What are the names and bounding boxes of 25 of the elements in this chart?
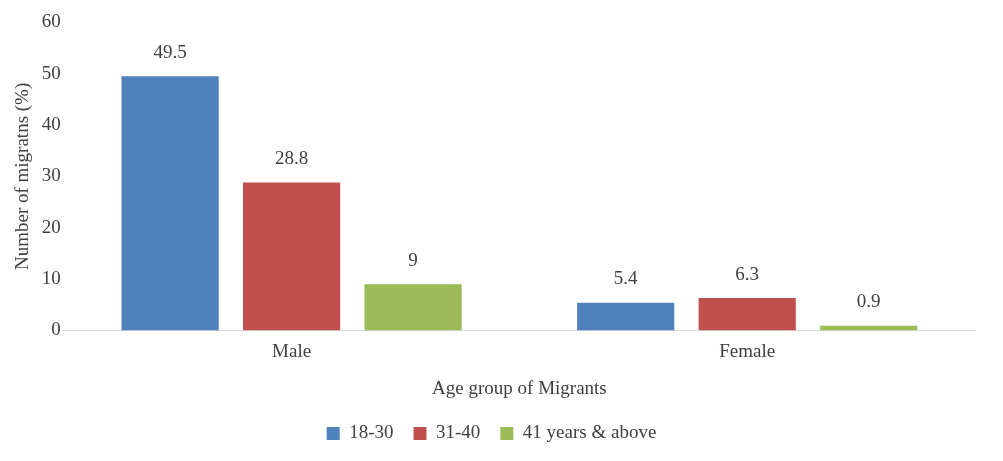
bar <box>243 182 341 331</box>
x-tick-label: Male <box>272 339 312 361</box>
bar <box>121 76 219 331</box>
bar <box>698 298 796 331</box>
legend-label: 18-30 <box>349 421 394 443</box>
x-tick-label: Female <box>719 339 776 361</box>
data-label: 9 <box>408 248 418 270</box>
x-axis-title: Age group of Migrants <box>432 376 607 398</box>
y-tick-label: 20 <box>41 215 61 237</box>
data-label: 28.8 <box>274 147 309 169</box>
y-tick-label: 10 <box>41 267 61 289</box>
y-tick-label: 0 <box>51 318 61 340</box>
legend-label: 41 years & above <box>522 421 657 443</box>
data-label: 0.9 <box>856 290 881 312</box>
data-label: 49.5 <box>153 40 187 62</box>
bar <box>577 302 675 331</box>
data-label: 5.4 <box>613 267 639 289</box>
y-tick-label: 50 <box>41 61 61 83</box>
bar <box>364 284 462 331</box>
legend-label: 31-40 <box>436 421 481 443</box>
y-tick-label: 40 <box>41 113 61 135</box>
data-label: 6.3 <box>735 262 760 284</box>
y-tick-label: 60 <box>41 10 61 32</box>
y-axis-title: Number of migratns (%) <box>11 82 34 271</box>
y-tick-label: 30 <box>41 164 61 186</box>
